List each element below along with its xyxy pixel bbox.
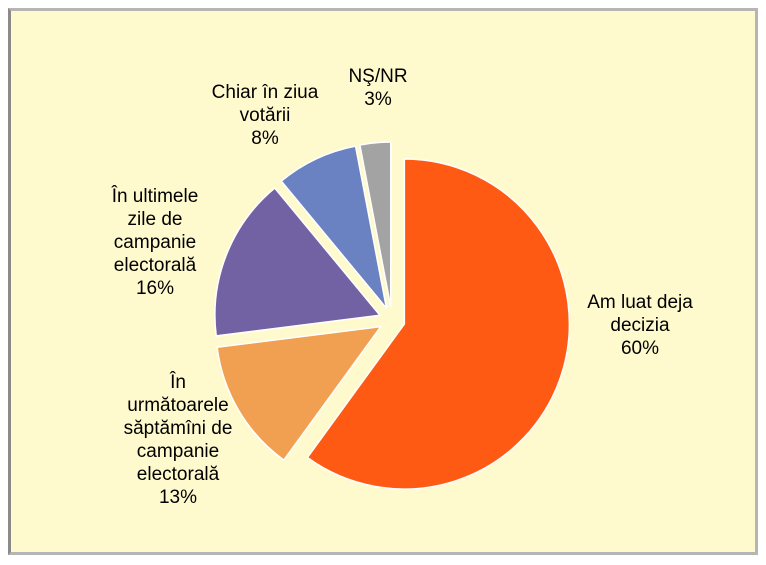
category-label: Am luat deja decizia (587, 291, 693, 336)
value-label: 16% (135, 277, 175, 299)
pie-slice (358, 141, 392, 308)
pie-slice (280, 145, 388, 309)
value-label: 8% (251, 127, 279, 149)
category-label: În următoarele săptămîni de campanie ele… (123, 372, 233, 485)
value-label: 3% (364, 89, 392, 110)
value-label: 60% (620, 337, 660, 359)
value-label: 13% (158, 487, 198, 508)
slice-label: Am luat deja decizia 60% (570, 291, 710, 360)
category-label: În ultimele zile de campanie electorală (111, 185, 199, 276)
pie-slice (306, 158, 571, 490)
slice-label: Chiar în ziua votării 8% (185, 81, 345, 150)
category-label: NŞ/NR (348, 66, 408, 87)
pie-slice (216, 325, 383, 462)
slice-label: În următoarele săptămîni de campanie ele… (123, 371, 233, 509)
slice-label: În ultimele zile de campanie electorală 1… (95, 185, 215, 300)
category-label: Chiar în ziua votării (211, 81, 319, 126)
slice-label: NŞ/NR 3% (333, 65, 423, 111)
pie-slice (214, 187, 382, 337)
